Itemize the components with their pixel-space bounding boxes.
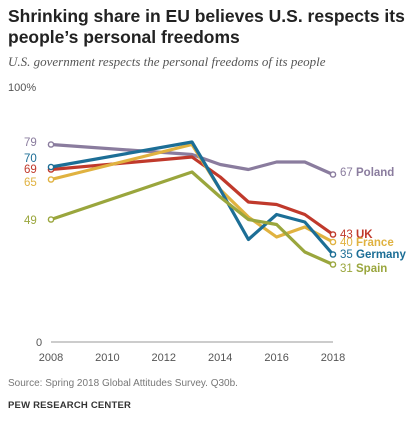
series-end-label-germany: 35 Germany xyxy=(340,249,406,261)
series-end-marker-uk xyxy=(329,231,337,238)
chart-title: Shrinking share in EU believes U.S. resp… xyxy=(8,6,405,47)
labels-layer: 79 67 Poland 69 43 UK 65 40 France 70 35 German… xyxy=(24,137,406,275)
series-start-label-uk: 69 xyxy=(24,164,37,176)
series-end-marker-spain xyxy=(329,261,337,268)
lines-layer xyxy=(49,140,335,267)
x-tick-label-2018: 2018 xyxy=(321,352,345,364)
series-name-spain: Spain xyxy=(356,263,387,275)
series-end-marker-france xyxy=(329,238,337,246)
series-start-marker-poland xyxy=(47,141,55,148)
series-end-marker-germany xyxy=(329,251,337,258)
series-start-label-france: 65 xyxy=(24,177,37,189)
series-name-germany: Germany xyxy=(356,249,406,261)
series-start-marker-spain xyxy=(47,216,55,223)
x-tick-label-2008: 2008 xyxy=(39,352,63,364)
series-end-label-uk: 43 UK xyxy=(340,229,373,241)
x-tick-label-2014: 2014 xyxy=(208,352,232,364)
series-name-uk: UK xyxy=(356,229,373,241)
y-axis-top-label: 100% xyxy=(8,82,36,94)
series-end-label-poland: 67 Poland xyxy=(340,167,394,179)
series-start-label-poland: 79 xyxy=(24,137,37,149)
series-end-marker-poland xyxy=(329,171,337,178)
series-start-marker-france xyxy=(47,176,55,183)
credit-label: PEW RESEARCH CENTER xyxy=(8,400,132,411)
series-line-poland xyxy=(49,142,335,177)
series-end-label-spain: 31 Spain xyxy=(340,263,387,275)
x-tick-label-2016: 2016 xyxy=(264,352,288,364)
series-start-label-spain: 49 xyxy=(24,215,37,227)
y-axis-bottom-label: 0 xyxy=(36,337,42,349)
source-note: Source: Spring 2018 Global Attitudes Sur… xyxy=(8,378,238,389)
series-line-uk xyxy=(49,155,335,237)
series-line-germany xyxy=(49,140,335,257)
x-tick-label-2010: 2010 xyxy=(95,352,119,364)
series-name-france: France xyxy=(356,237,394,249)
chart-subtitle: U.S. government respects the personal fr… xyxy=(8,54,326,69)
series-start-label-germany: 70 xyxy=(24,153,37,165)
x-tick-label-2012: 2012 xyxy=(152,352,176,364)
series-name-poland: Poland xyxy=(356,167,394,179)
series-start-marker-germany xyxy=(47,163,55,171)
series-end-label-france: 40 France xyxy=(340,237,394,249)
series-line-spain xyxy=(49,170,335,267)
axis-layer: 100% 0 2008 2010 2012 2014 2016 2018 xyxy=(8,82,345,364)
